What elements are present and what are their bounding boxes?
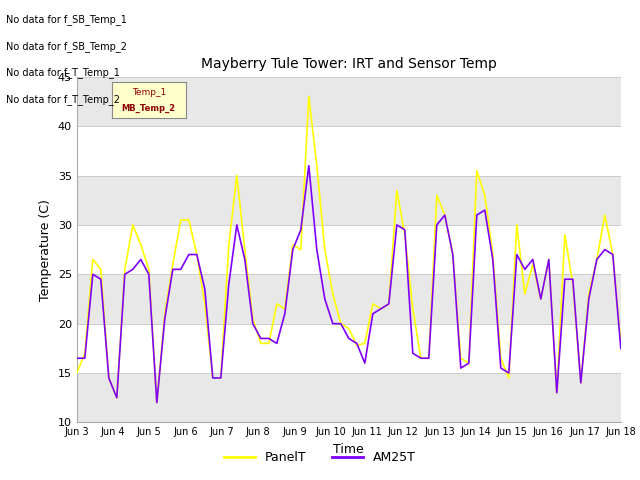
Title: Mayberry Tule Tower: IRT and Sensor Temp: Mayberry Tule Tower: IRT and Sensor Temp	[201, 58, 497, 72]
Bar	[77, 274, 621, 324]
X-axis label: Time: Time	[333, 443, 364, 456]
Text: No data for f_SB_Temp_1: No data for f_SB_Temp_1	[6, 14, 127, 25]
Text: MB_Temp_2: MB_Temp_2	[122, 104, 176, 113]
Text: No data for f_T_Temp_1: No data for f_T_Temp_1	[6, 67, 120, 78]
Text: No data for f_T_Temp_2: No data for f_T_Temp_2	[6, 94, 120, 105]
Bar	[77, 77, 621, 126]
Text: No data for f_SB_Temp_2: No data for f_SB_Temp_2	[6, 41, 127, 52]
Text: Temp_1: Temp_1	[132, 88, 166, 97]
Bar	[77, 225, 621, 274]
Bar	[77, 324, 621, 373]
Y-axis label: Temperature (C): Temperature (C)	[39, 199, 52, 300]
Bar	[77, 176, 621, 225]
Legend: PanelT, AM25T: PanelT, AM25T	[219, 446, 421, 469]
Bar	[77, 126, 621, 176]
Bar	[77, 373, 621, 422]
